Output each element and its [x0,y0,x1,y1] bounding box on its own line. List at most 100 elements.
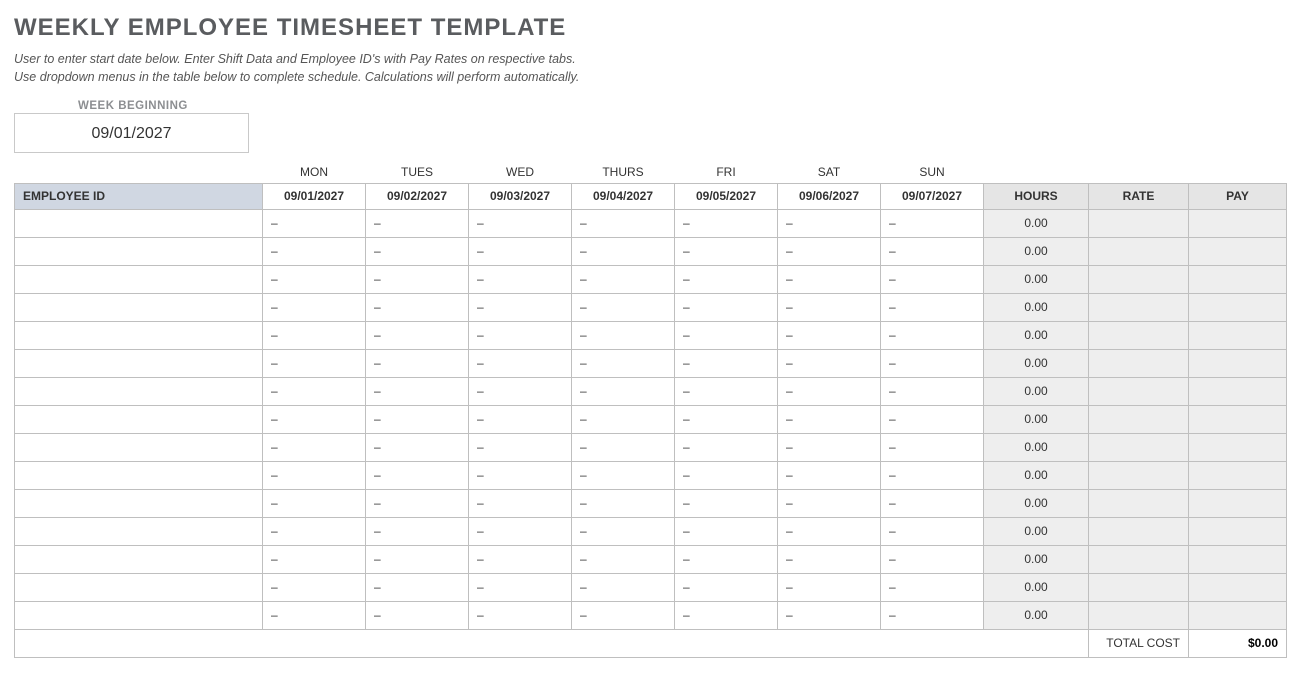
shift-cell[interactable]: – [469,573,572,601]
employee-id-cell[interactable] [15,573,263,601]
shift-cell[interactable]: – [881,601,984,629]
shift-cell[interactable]: – [366,545,469,573]
shift-cell[interactable]: – [881,237,984,265]
shift-cell[interactable]: – [881,321,984,349]
shift-cell[interactable]: – [263,293,366,321]
shift-cell[interactable]: – [366,433,469,461]
shift-cell[interactable]: – [572,601,675,629]
shift-cell[interactable]: – [675,601,778,629]
employee-id-cell[interactable] [15,237,263,265]
shift-cell[interactable]: – [469,489,572,517]
shift-cell[interactable]: – [778,405,881,433]
shift-cell[interactable]: – [881,461,984,489]
shift-cell[interactable]: – [366,489,469,517]
shift-cell[interactable]: – [572,573,675,601]
employee-id-cell[interactable] [15,489,263,517]
shift-cell[interactable]: – [778,321,881,349]
shift-cell[interactable]: – [675,237,778,265]
shift-cell[interactable]: – [469,545,572,573]
shift-cell[interactable]: – [881,377,984,405]
shift-cell[interactable]: – [263,601,366,629]
shift-cell[interactable]: – [881,489,984,517]
shift-cell[interactable]: – [778,349,881,377]
shift-cell[interactable]: – [263,489,366,517]
shift-cell[interactable]: – [572,461,675,489]
shift-cell[interactable]: – [263,573,366,601]
shift-cell[interactable]: – [572,265,675,293]
shift-cell[interactable]: – [366,321,469,349]
shift-cell[interactable]: – [778,265,881,293]
shift-cell[interactable]: – [778,601,881,629]
shift-cell[interactable]: – [675,293,778,321]
shift-cell[interactable]: – [469,265,572,293]
shift-cell[interactable]: – [572,405,675,433]
shift-cell[interactable]: – [778,237,881,265]
shift-cell[interactable]: – [572,489,675,517]
shift-cell[interactable]: – [675,545,778,573]
shift-cell[interactable]: – [366,517,469,545]
employee-id-cell[interactable] [15,405,263,433]
shift-cell[interactable]: – [881,573,984,601]
shift-cell[interactable]: – [469,461,572,489]
employee-id-cell[interactable] [15,601,263,629]
shift-cell[interactable]: – [263,545,366,573]
shift-cell[interactable]: – [366,209,469,237]
shift-cell[interactable]: – [263,461,366,489]
shift-cell[interactable]: – [572,545,675,573]
shift-cell[interactable]: – [572,433,675,461]
employee-id-cell[interactable] [15,349,263,377]
shift-cell[interactable]: – [572,321,675,349]
shift-cell[interactable]: – [469,433,572,461]
shift-cell[interactable]: – [778,489,881,517]
shift-cell[interactable]: – [366,349,469,377]
shift-cell[interactable]: – [469,237,572,265]
shift-cell[interactable]: – [469,601,572,629]
shift-cell[interactable]: – [778,461,881,489]
shift-cell[interactable]: – [675,433,778,461]
shift-cell[interactable]: – [675,405,778,433]
shift-cell[interactable]: – [675,461,778,489]
employee-id-cell[interactable] [15,517,263,545]
shift-cell[interactable]: – [469,349,572,377]
shift-cell[interactable]: – [572,237,675,265]
shift-cell[interactable]: – [675,265,778,293]
shift-cell[interactable]: – [572,349,675,377]
shift-cell[interactable]: – [881,517,984,545]
shift-cell[interactable]: – [675,321,778,349]
week-beginning-input[interactable]: 09/01/2027 [14,113,249,153]
shift-cell[interactable]: – [366,461,469,489]
shift-cell[interactable]: – [263,433,366,461]
shift-cell[interactable]: – [778,545,881,573]
shift-cell[interactable]: – [675,209,778,237]
shift-cell[interactable]: – [881,405,984,433]
shift-cell[interactable]: – [366,293,469,321]
shift-cell[interactable]: – [263,349,366,377]
shift-cell[interactable]: – [881,265,984,293]
shift-cell[interactable]: – [366,265,469,293]
shift-cell[interactable]: – [366,237,469,265]
employee-id-cell[interactable] [15,321,263,349]
shift-cell[interactable]: – [675,377,778,405]
shift-cell[interactable]: – [778,293,881,321]
shift-cell[interactable]: – [469,405,572,433]
shift-cell[interactable]: – [263,265,366,293]
shift-cell[interactable]: – [469,209,572,237]
employee-id-cell[interactable] [15,209,263,237]
shift-cell[interactable]: – [572,293,675,321]
shift-cell[interactable]: – [263,237,366,265]
shift-cell[interactable]: – [469,293,572,321]
shift-cell[interactable]: – [881,433,984,461]
employee-id-cell[interactable] [15,293,263,321]
shift-cell[interactable]: – [675,517,778,545]
shift-cell[interactable]: – [263,517,366,545]
shift-cell[interactable]: – [366,573,469,601]
shift-cell[interactable]: – [366,405,469,433]
shift-cell[interactable]: – [881,209,984,237]
employee-id-cell[interactable] [15,433,263,461]
shift-cell[interactable]: – [572,209,675,237]
shift-cell[interactable]: – [263,209,366,237]
shift-cell[interactable]: – [366,377,469,405]
shift-cell[interactable]: – [675,489,778,517]
employee-id-cell[interactable] [15,265,263,293]
shift-cell[interactable]: – [881,545,984,573]
